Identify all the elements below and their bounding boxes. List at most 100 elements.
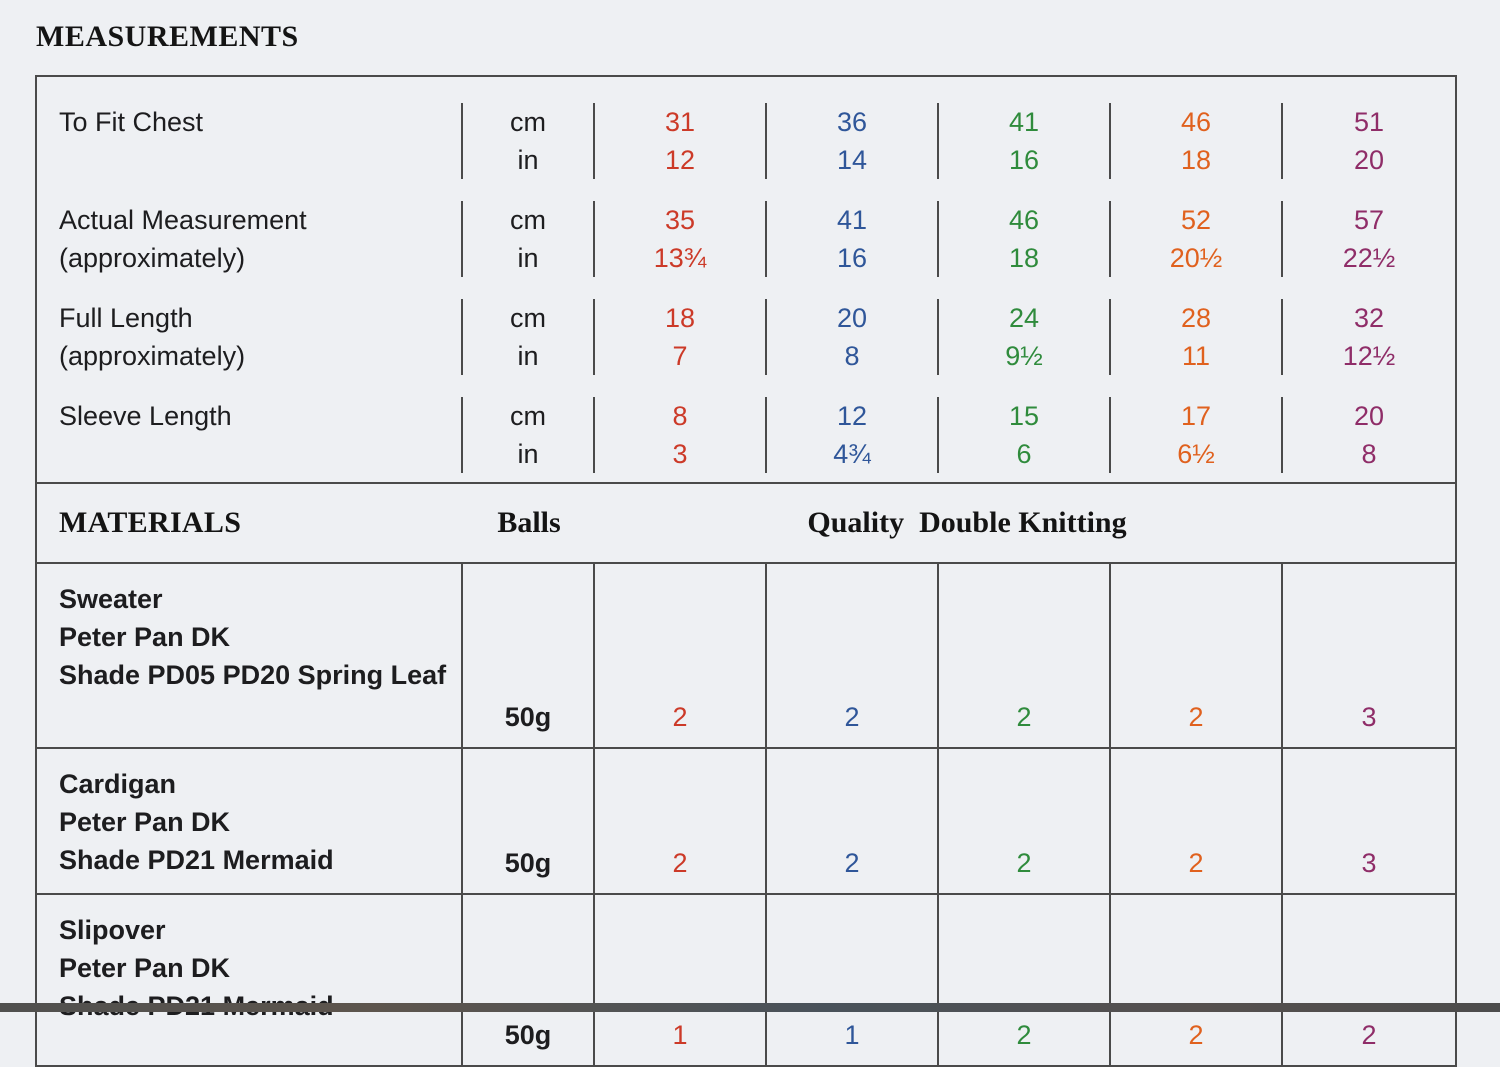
value-cell-size1: 31 12: [595, 103, 767, 179]
measurement-row-to-fit-chest: To Fit Chest cm in 31 12 36 14 41 16 46 …: [37, 77, 1455, 188]
value-in: 12: [664, 145, 696, 175]
material-description: Sweater Peter Pan DK Shade PD05 PD20 Spr…: [37, 564, 463, 747]
quality-header: Quality Double Knitting: [807, 506, 1127, 539]
balls-count-size2: 2: [767, 564, 939, 747]
value-in: 9½: [1005, 341, 1043, 371]
unit-cm: cm: [510, 107, 546, 137]
ball-weight: 50g: [463, 749, 595, 893]
balls-count-size1: 1: [595, 895, 767, 1065]
value-cm: 41: [836, 205, 868, 235]
material-description: Cardigan Peter Pan DK Shade PD21 Mermaid: [37, 749, 463, 893]
value-in: 22½: [1342, 243, 1396, 273]
measurement-label-line1: Actual Measurement: [59, 205, 307, 235]
material-description: Slipover Peter Pan DK Shade PD21 Mermaid: [37, 895, 463, 1065]
measurement-label-line2: (approximately): [59, 341, 246, 371]
value-cell-size3: 41 16: [939, 103, 1111, 179]
value-in: 3: [672, 439, 688, 469]
balls-count-size2: 2: [767, 749, 939, 893]
yarn-name: Peter Pan DK: [59, 807, 231, 837]
value-cm: 20: [836, 303, 868, 333]
measurement-label: Full Length (approximately): [37, 299, 463, 375]
value-cm: 15: [1008, 401, 1040, 431]
value-cm: 46: [1180, 107, 1212, 137]
unit-cm: cm: [510, 401, 546, 431]
unit-cell: cm in: [463, 299, 595, 375]
measurement-label: Actual Measurement (approximately): [37, 201, 463, 277]
unit-in: in: [517, 243, 539, 273]
value-cm: 18: [664, 303, 696, 333]
value-cm: 12: [836, 401, 868, 431]
value-cell-size4: 46 18: [1111, 103, 1283, 179]
yarn-name: Peter Pan DK: [59, 953, 231, 983]
scan-edge-artifact: [0, 1003, 1500, 1012]
unit-cell: cm in: [463, 201, 595, 277]
balls-count-size4: 2: [1111, 895, 1283, 1065]
value-cell-size4: 28 11: [1111, 299, 1283, 375]
balls-count-size3: 2: [939, 895, 1111, 1065]
value-in: 6½: [1177, 439, 1215, 469]
balls-count-size1: 2: [595, 749, 767, 893]
value-cell-size2: 20 8: [767, 299, 939, 375]
yarn-name: Peter Pan DK: [59, 622, 231, 652]
value-cm: 24: [1008, 303, 1040, 333]
measurement-label-line2: (approximately): [59, 243, 246, 273]
balls-count-size5: 3: [1361, 848, 1377, 878]
value-cm: 41: [1008, 107, 1040, 137]
value-cell-size4: 52 20½: [1111, 201, 1283, 277]
value-in: 11: [1181, 341, 1211, 371]
value-cm: 52: [1180, 205, 1212, 235]
measurements-table: To Fit Chest cm in 31 12 36 14 41 16 46 …: [35, 75, 1457, 1067]
ball-weight: 50g: [463, 895, 595, 1065]
material-row-slipover: Slipover Peter Pan DK Shade PD21 Mermaid…: [37, 895, 1455, 1065]
balls-count-size1: 2: [595, 564, 767, 747]
measurement-label-line1: Sleeve Length: [59, 401, 232, 431]
measurement-label-line1: To Fit Chest: [59, 107, 204, 137]
value-in: 14: [836, 145, 868, 175]
value-cm: 46: [1008, 205, 1040, 235]
value-cell-size5: 51 20: [1283, 103, 1455, 179]
balls-count-size5: 2: [1361, 1020, 1377, 1050]
value-in: 20½: [1169, 243, 1223, 273]
measurement-label: Sleeve Length: [37, 397, 463, 473]
measurement-label-line1: Full Length: [59, 303, 193, 333]
balls-count-size3: 2: [939, 749, 1111, 893]
ball-weight: 50g: [463, 564, 595, 747]
value-cell-size2: 36 14: [767, 103, 939, 179]
value-cm: 36: [836, 107, 868, 137]
value-cm: 28: [1180, 303, 1212, 333]
value-cm: 31: [664, 107, 696, 137]
value-cm: 17: [1180, 401, 1212, 431]
value-cell-size2: 41 16: [767, 201, 939, 277]
page-title: MEASUREMENTS: [36, 20, 299, 53]
value-cm: 32: [1353, 303, 1385, 333]
balls-count-size4: 2: [1111, 564, 1283, 747]
value-cell-size3: 24 9½: [939, 299, 1111, 375]
measurement-row-actual-measurement: Actual Measurement (approximately) cm in…: [37, 188, 1455, 286]
measurement-row-full-length: Full Length (approximately) cm in 18 7 2…: [37, 286, 1455, 384]
value-cell-size5: 32 12½: [1283, 299, 1455, 375]
value-in: 7: [672, 341, 688, 371]
value-cell-size4: 17 6½: [1111, 397, 1283, 473]
value-in: 8: [1361, 439, 1377, 469]
value-cm: 57: [1353, 205, 1385, 235]
value-cell-size3: 15 6: [939, 397, 1111, 473]
unit-cm: cm: [510, 205, 546, 235]
shade-name: Shade PD05 PD20 Spring Leaf: [59, 660, 447, 690]
unit-in: in: [517, 439, 539, 469]
value-cell-size5: 57 22½: [1283, 201, 1455, 277]
balls-count-size5: 3: [1361, 702, 1377, 732]
unit-in: in: [517, 145, 539, 175]
garment-name: Slipover: [59, 915, 166, 945]
garment-name: Sweater: [59, 584, 163, 614]
balls-count-size3: 2: [939, 564, 1111, 747]
value-in: 18: [1180, 145, 1212, 175]
shade-name: Shade PD21 Mermaid: [59, 845, 334, 875]
value-cell-size5: 20 8: [1283, 397, 1455, 473]
value-in: 16: [1008, 145, 1040, 175]
value-in: 6: [1016, 439, 1032, 469]
measurements-section: To Fit Chest cm in 31 12 36 14 41 16 46 …: [37, 77, 1455, 484]
value-in: 8: [844, 341, 860, 371]
value-cell-size1: 35 13¾: [595, 201, 767, 277]
material-row-cardigan: Cardigan Peter Pan DK Shade PD21 Mermaid…: [37, 749, 1455, 895]
unit-cell: cm in: [463, 397, 595, 473]
